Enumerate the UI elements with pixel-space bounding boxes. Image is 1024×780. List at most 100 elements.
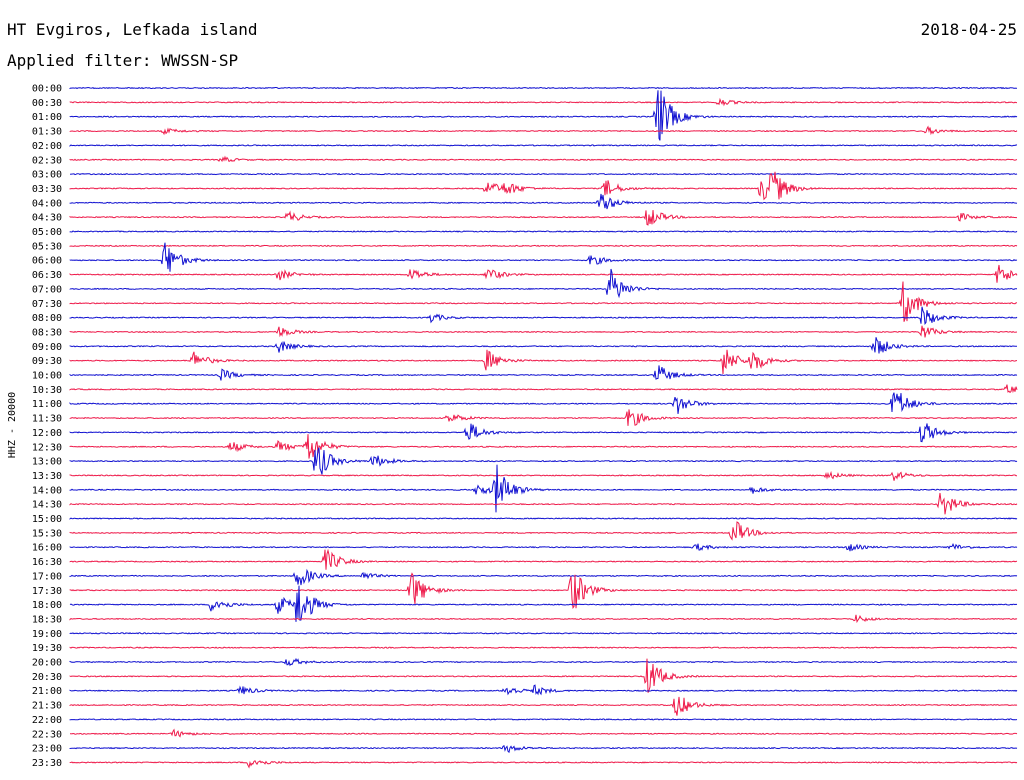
row-time-label: 02:00 xyxy=(32,141,62,152)
row-time-label: 01:30 xyxy=(32,127,62,138)
trace-line xyxy=(69,144,1018,147)
trace-line xyxy=(69,521,1018,541)
trace-line xyxy=(69,548,1018,570)
row-time-label: 22:00 xyxy=(32,715,62,726)
row-time-label: 09:00 xyxy=(32,342,62,353)
trace-line xyxy=(69,384,1018,394)
trace-line xyxy=(69,86,1017,90)
row-time-label: 20:30 xyxy=(32,672,62,683)
row-time-label: 00:00 xyxy=(32,84,62,95)
row-time-label: 13:00 xyxy=(32,457,62,468)
row-time-label: 16:00 xyxy=(32,543,62,554)
row-time-label: 04:00 xyxy=(32,198,62,209)
row-time-label: 09:30 xyxy=(32,356,62,367)
trace-line xyxy=(69,718,1018,721)
trace-line xyxy=(69,684,1018,696)
row-time-label: 14:00 xyxy=(32,485,62,496)
row-time-label: 19:00 xyxy=(32,629,62,640)
filter-label: Applied filter: WWSSN-SP xyxy=(7,51,238,70)
trace-line xyxy=(69,392,1018,414)
row-time-label: 17:00 xyxy=(32,571,62,582)
trace-line xyxy=(69,585,1018,622)
row-time-label: 06:30 xyxy=(32,270,62,281)
trace-line xyxy=(69,242,1018,272)
trace-line xyxy=(69,171,1018,201)
trace-line xyxy=(69,365,1018,381)
trace-line xyxy=(69,172,1018,176)
trace-line xyxy=(69,696,1018,716)
row-time-label: 19:30 xyxy=(32,643,62,654)
trace-line xyxy=(69,337,1017,354)
trace-line xyxy=(69,210,1017,226)
trace-line xyxy=(69,568,1018,586)
date-label: 2018-04-25 xyxy=(921,20,1017,39)
trace-line xyxy=(69,423,1018,443)
trace-line xyxy=(69,464,1018,513)
row-time-label: 07:30 xyxy=(32,299,62,310)
trace-line xyxy=(69,760,1018,769)
trace-line xyxy=(69,90,1018,141)
row-time-label: 16:30 xyxy=(32,557,62,568)
trace-line xyxy=(69,306,1018,326)
trace-line xyxy=(69,646,1017,649)
row-time-label: 12:00 xyxy=(32,428,62,439)
trace-line xyxy=(69,409,1017,426)
trace-line xyxy=(69,230,1018,233)
trace-line xyxy=(69,632,1018,635)
trace-line xyxy=(69,325,1018,338)
trace-line xyxy=(69,542,1018,552)
row-time-label: 11:30 xyxy=(32,414,62,425)
row-time-label: 18:30 xyxy=(32,614,62,625)
trace-line xyxy=(69,447,1018,475)
row-time-label: 02:30 xyxy=(32,155,62,166)
trace-line xyxy=(69,268,1017,299)
trace-line xyxy=(69,517,1018,520)
row-time-label: 01:00 xyxy=(32,112,62,123)
traces xyxy=(69,86,1018,769)
trace-line xyxy=(69,281,1018,322)
row-time-label: 07:00 xyxy=(32,284,62,295)
row-time-label: 23:30 xyxy=(32,758,62,769)
trace-line xyxy=(69,492,1018,515)
channel-axis-label: HHZ - 20000 xyxy=(7,392,18,458)
trace-line xyxy=(69,244,1018,247)
station-title: HT Evgiros, Lefkada island xyxy=(7,20,257,39)
trace-line xyxy=(69,193,1018,210)
row-time-label: 03:00 xyxy=(32,170,62,181)
row-time-label: 08:00 xyxy=(32,313,62,324)
row-time-label: 15:00 xyxy=(32,514,62,525)
trace-line xyxy=(70,728,1018,738)
row-time-label: 15:30 xyxy=(32,528,62,539)
row-time-label: 17:30 xyxy=(32,586,62,597)
row-time-label: 05:30 xyxy=(32,241,62,252)
trace-line xyxy=(69,657,1018,667)
row-time-label: 21:30 xyxy=(32,701,62,712)
row-time-label: 13:30 xyxy=(32,471,62,482)
time-tick-labels: 00:00 00:30 01:00 01:30 02:00 02:30 03:00 03:30… xyxy=(32,84,62,769)
trace-line xyxy=(69,264,1018,283)
row-time-label: 11:00 xyxy=(32,399,62,410)
row-time-label: 18:00 xyxy=(32,600,62,611)
trace-line xyxy=(69,97,1017,107)
trace-line xyxy=(69,434,1018,459)
row-time-label: 22:30 xyxy=(32,729,62,740)
trace-line xyxy=(69,658,1018,693)
trace-line xyxy=(69,470,1017,481)
trace-line xyxy=(69,349,1017,375)
row-time-label: 03:30 xyxy=(32,184,62,195)
row-time-label: 10:30 xyxy=(32,385,62,396)
trace-line xyxy=(69,155,1018,163)
row-time-label: 06:00 xyxy=(32,256,62,267)
row-time-label: 14:30 xyxy=(32,500,62,511)
row-time-label: 12:30 xyxy=(32,442,62,453)
row-time-label: 10:00 xyxy=(32,371,62,382)
row-time-label: 20:00 xyxy=(32,658,62,669)
trace-line xyxy=(69,745,1018,754)
row-time-label: 08:30 xyxy=(32,327,62,338)
row-time-label: 21:00 xyxy=(32,686,62,697)
trace-line xyxy=(69,125,1018,136)
row-time-label: 05:00 xyxy=(32,227,62,238)
trace-line xyxy=(69,572,1018,609)
row-time-label: 04:30 xyxy=(32,213,62,224)
